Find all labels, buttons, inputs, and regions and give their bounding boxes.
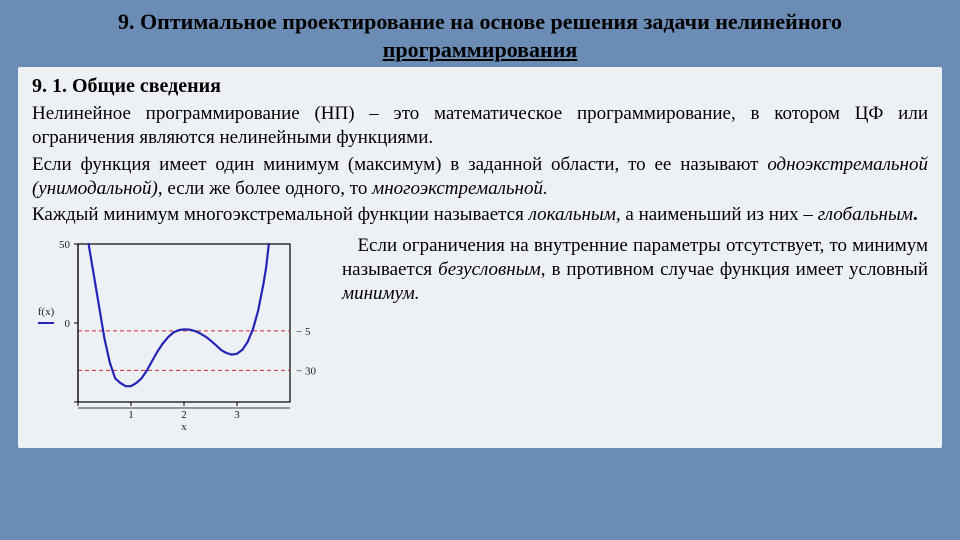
row-with-chart: 0 50 1 2 3 − 30 − 5 f(x) x Если ограничения на в…	[32, 234, 928, 434]
page-title: 9. Оптимальное проектирование на основе …	[0, 0, 960, 67]
p3c: а наименьший из них –	[621, 204, 818, 225]
para1-text: Нелинейное программирование (НП) – это м…	[32, 103, 928, 148]
svg-text:− 30: − 30	[296, 365, 316, 377]
p2a: Если функция имеет один минимум (максиму…	[32, 154, 767, 175]
svg-text:1: 1	[128, 409, 134, 421]
svg-text:− 5: − 5	[296, 325, 311, 337]
p4d: минимум.	[342, 283, 420, 304]
subheading: 9. 1. Общие сведения	[32, 75, 928, 98]
chart-container: 0 50 1 2 3 − 30 − 5 f(x) x	[32, 234, 332, 434]
function-chart: 0 50 1 2 3 − 30 − 5 f(x) x	[32, 234, 332, 434]
p4b: безусловным	[438, 259, 541, 280]
svg-text:0: 0	[65, 318, 71, 330]
paragraph-4: Если ограничения на внутренние параметры…	[342, 234, 928, 307]
paragraph-3: Каждый минимум многоэкстремальной функци…	[32, 203, 928, 227]
p3b: локальным,	[529, 204, 621, 225]
p2d: многоэкстремальной.	[372, 178, 548, 199]
p3a: Каждый минимум многоэкстремальной функци…	[32, 204, 529, 225]
title-line2: программирования	[383, 37, 578, 62]
content-box: 9. 1. Общие сведения Нелинейное программ…	[18, 67, 942, 448]
svg-text:3: 3	[234, 409, 240, 421]
svg-text:50: 50	[59, 239, 71, 251]
svg-text:2: 2	[181, 409, 187, 421]
p2c: , если же более одного, то	[158, 178, 372, 199]
p3e: .	[913, 204, 918, 225]
title-line1: 9. Оптимальное проектирование на основе …	[118, 9, 842, 34]
svg-text:x: x	[181, 421, 187, 433]
p4c: , в противном случае функция имеет услов…	[541, 259, 928, 280]
paragraph-2: Если функция имеет один минимум (максиму…	[32, 153, 928, 202]
p3d: глобальным	[818, 204, 913, 225]
paragraph-1: Нелинейное программирование (НП) – это м…	[32, 102, 928, 151]
svg-text:f(x): f(x)	[38, 306, 55, 318]
